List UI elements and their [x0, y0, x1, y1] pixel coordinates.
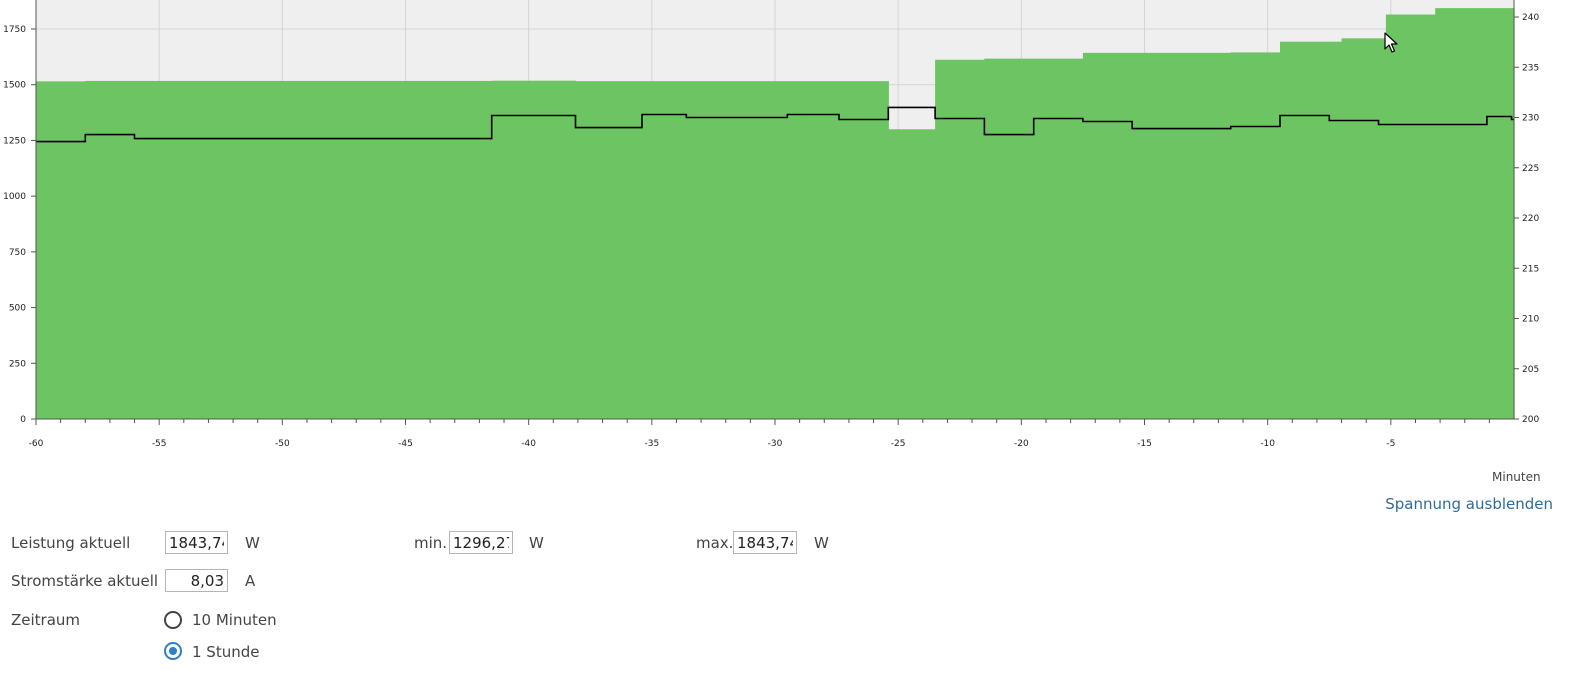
power-current-unit: W [245, 534, 260, 552]
y-left-tick-label-3: 750 [9, 248, 26, 258]
power-bar-1 [85, 80, 493, 419]
x-tick-label-8: -20 [1014, 439, 1029, 449]
y-right-tick-label-1: 205 [1522, 365, 1539, 375]
power-max-field[interactable] [733, 531, 797, 554]
y-left-tick-label-6: 1500 [3, 81, 26, 91]
y-right-tick-label-2: 210 [1522, 315, 1539, 325]
hide-voltage-link[interactable]: Spannung ausblenden [1385, 495, 1553, 513]
x-tick-label-1: -55 [152, 439, 167, 449]
power-min-unit: W [529, 534, 544, 552]
power-bar-2 [491, 80, 577, 420]
power-voltage-chart: -60 -55 -50 -45 -40 -35 -30 -25 -20 -15 -10 -502505… [3, 0, 1539, 449]
period-option-10-minutes-label[interactable]: 10 Minuten [192, 611, 277, 629]
y-right-tick-label-3: 215 [1522, 264, 1539, 274]
x-tick-label-11: -5 [1386, 439, 1395, 449]
current-unit: A [245, 572, 256, 590]
x-tick-label-5: -35 [644, 439, 659, 449]
power-bar-9 [1279, 41, 1343, 420]
power-bar-8 [1230, 52, 1281, 420]
y-left-tick-label-0: 0 [20, 415, 26, 425]
y-left-tick-label-4: 1000 [3, 192, 26, 202]
power-bar-12 [1435, 8, 1515, 419]
chart-axes: -60 -55 -50 -45 -40 -35 -30 -25 -20 -15 -10 -502505… [3, 0, 1539, 449]
power-bar-7 [1082, 52, 1232, 420]
y-left-tick-label-5: 1250 [3, 136, 26, 146]
power-current-field[interactable] [165, 531, 228, 554]
voltage-line [36, 106, 1514, 143]
power-bar-3 [575, 81, 889, 420]
power-bar-4 [888, 129, 936, 420]
x-tick-label-7: -25 [891, 439, 906, 449]
x-tick-label-4: -40 [521, 439, 536, 449]
y-right-tick-label-4: 220 [1522, 214, 1539, 224]
power-max-unit: W [814, 534, 829, 552]
period-radio-1-hour[interactable] [164, 642, 182, 660]
power-min-label: min. [414, 534, 448, 552]
y-right-tick-label-7: 235 [1522, 63, 1539, 73]
x-tick-label-2: -50 [275, 439, 290, 449]
y-left-tick-label-1: 250 [9, 359, 26, 369]
x-tick-label-3: -45 [398, 439, 413, 449]
period-option-1-hour-label[interactable]: 1 Stunde [192, 643, 260, 661]
x-axis-unit-label: Minuten [1492, 470, 1541, 484]
period-radio-10-minutes[interactable] [164, 611, 182, 629]
power-bar-0 [36, 81, 86, 419]
x-tick-label-10: -10 [1260, 439, 1275, 449]
power-current-label: Leistung aktuell [11, 534, 131, 552]
power-min-field[interactable] [449, 531, 513, 554]
y-right-tick-label-8: 240 [1522, 13, 1539, 23]
current-label: Stromstärke aktuell [11, 572, 159, 590]
y-left-tick-label-7: 1750 [3, 25, 26, 35]
x-tick-label-9: -15 [1137, 439, 1152, 449]
power-bar-5 [935, 59, 985, 420]
power-max-label: max. [696, 534, 734, 552]
y-right-tick-label-5: 225 [1522, 164, 1539, 174]
y-right-tick-label-0: 200 [1522, 415, 1539, 425]
mouse-cursor-icon [1384, 32, 1398, 53]
current-field[interactable] [165, 569, 228, 592]
power-area-series [36, 8, 1515, 420]
power-bar-6 [984, 58, 1084, 419]
x-tick-label-0: -60 [29, 439, 44, 449]
period-label: Zeitraum [11, 611, 81, 629]
y-left-tick-label-2: 500 [9, 304, 26, 314]
power-bar-10 [1341, 38, 1387, 420]
power-bar-11 [1385, 14, 1436, 420]
x-tick-label-6: -30 [768, 439, 783, 449]
voltage-line-series [36, 106, 1514, 143]
y-right-tick-label-6: 230 [1522, 114, 1539, 124]
